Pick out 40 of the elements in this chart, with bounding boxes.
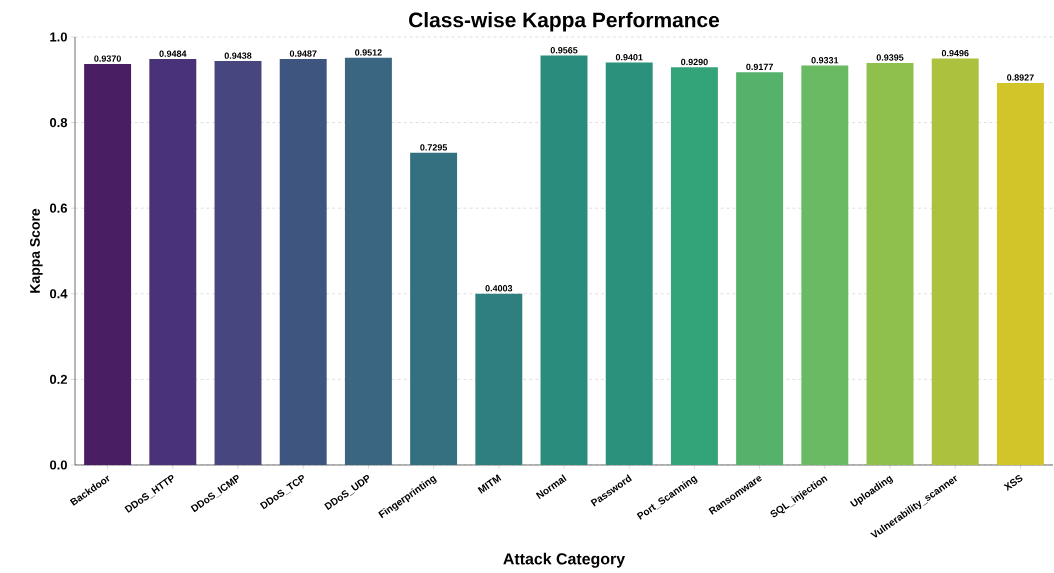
bar xyxy=(149,59,197,465)
bar xyxy=(736,72,784,465)
bar xyxy=(214,61,262,465)
data-label: 0.9496 xyxy=(941,50,969,57)
bar xyxy=(801,65,849,465)
bar xyxy=(540,55,588,465)
data-label: 0.4003 xyxy=(485,285,513,292)
chart-title: Class-wise Kappa Performance xyxy=(409,11,720,32)
bar xyxy=(344,57,392,465)
y-tick-label: 0.8 xyxy=(50,118,68,128)
data-label: 0.9565 xyxy=(550,47,578,54)
y-tick-label: 0.0 xyxy=(50,460,67,470)
bar xyxy=(866,62,914,465)
y-axis-title: Kappa Score xyxy=(30,208,43,293)
y-tick-label: 0.4 xyxy=(50,289,68,299)
data-label: 0.9395 xyxy=(876,54,904,61)
data-label: 0.9290 xyxy=(681,58,708,66)
bar xyxy=(475,293,523,465)
y-tick-label: 0.6 xyxy=(50,203,68,213)
bar xyxy=(279,58,327,465)
data-label: 0.9438 xyxy=(224,52,252,59)
bar xyxy=(605,62,653,465)
data-label: 0.9370 xyxy=(94,55,121,62)
data-label: 0.9484 xyxy=(159,50,187,57)
bar xyxy=(996,82,1044,465)
data-label: 0.9177 xyxy=(746,63,773,71)
x-axis-title: Attack Category xyxy=(503,552,626,568)
data-label: 0.9487 xyxy=(289,50,317,57)
bar xyxy=(670,67,718,465)
data-label: 0.8927 xyxy=(1007,74,1034,81)
data-label: 0.9401 xyxy=(615,54,643,61)
data-label: 0.7295 xyxy=(420,144,448,151)
bar xyxy=(410,152,458,465)
bar xyxy=(84,63,132,465)
y-tick-label: 1.0 xyxy=(50,32,67,42)
bar xyxy=(931,58,979,465)
y-tick-label: 0.2 xyxy=(50,374,67,384)
x-tick-label: XSS xyxy=(1003,475,1023,491)
data-label: 0.9512 xyxy=(355,49,382,56)
data-label: 0.9331 xyxy=(811,57,839,64)
